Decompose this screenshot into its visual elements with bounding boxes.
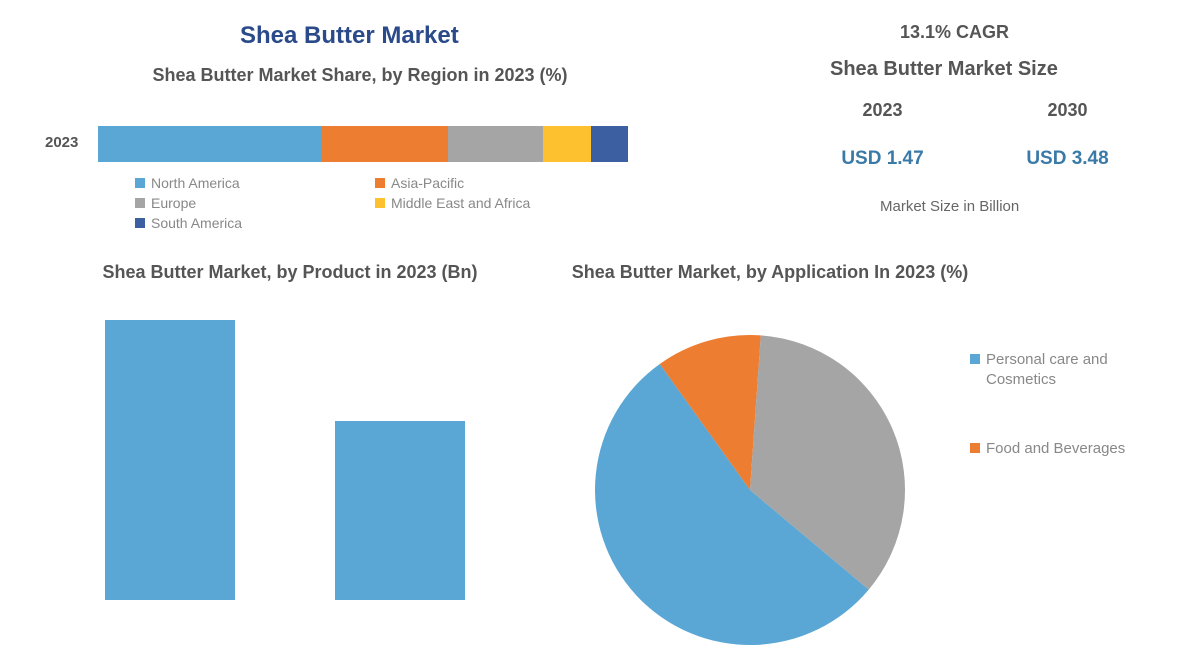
size-value-0: USD 1.47 — [841, 148, 923, 170]
product-chart-title: Shea Butter Market, by Product in 2023 (… — [65, 262, 515, 283]
legend-item: Asia-Pacific — [375, 175, 615, 191]
region-segment — [591, 126, 628, 162]
market-size-values: USD 1.47 USD 3.48 — [790, 148, 1160, 170]
application-chart-title: Shea Butter Market, by Application In 20… — [560, 262, 980, 283]
legend-label: North America — [151, 175, 240, 191]
legend-swatch — [135, 178, 145, 188]
legend-swatch — [135, 198, 145, 208]
application-legend: Personal care and Cosmetics Food and Beve… — [970, 350, 1156, 509]
legend-swatch — [375, 178, 385, 188]
legend-swatch — [375, 198, 385, 208]
legend-label: Middle East and Africa — [391, 195, 530, 211]
size-year-1: 2030 — [1047, 100, 1087, 121]
region-segment — [98, 126, 321, 162]
product-bar — [105, 320, 235, 600]
legend-item: North America — [135, 175, 375, 191]
market-size-unit: Market Size in Billion — [880, 198, 1019, 215]
region-segment — [543, 126, 591, 162]
market-size-years: 2023 2030 — [790, 100, 1160, 121]
legend-label: South America — [151, 215, 242, 231]
legend-swatch — [135, 218, 145, 228]
region-legend: North America Asia-Pacific Europe Middle Ea… — [135, 175, 615, 235]
region-stacked-bar — [98, 126, 628, 162]
market-size-title: Shea Butter Market Size — [830, 58, 1058, 81]
region-year-label: 2023 — [45, 134, 78, 151]
legend-item: Europe — [135, 195, 375, 211]
region-segment — [321, 126, 448, 162]
region-chart-title: Shea Butter Market Share, by Region in 2… — [90, 65, 630, 86]
legend-item: South America — [135, 215, 375, 231]
product-bar-chart — [85, 320, 505, 600]
legend-label: Personal care and Cosmetics — [986, 350, 1156, 389]
legend-item: Food and Beverages — [970, 439, 1156, 459]
region-segment — [448, 126, 543, 162]
size-value-1: USD 3.48 — [1026, 148, 1108, 170]
main-title: Shea Butter Market — [240, 22, 459, 50]
legend-item: Personal care and Cosmetics — [970, 350, 1156, 389]
product-bar — [335, 421, 465, 600]
legend-label: Asia-Pacific — [391, 175, 464, 191]
legend-item: Middle East and Africa — [375, 195, 615, 211]
cagr-label: 13.1% CAGR — [900, 22, 1009, 43]
application-pie-chart — [590, 330, 910, 650]
legend-swatch — [970, 354, 980, 364]
legend-label: Food and Beverages — [986, 439, 1125, 459]
legend-swatch — [970, 443, 980, 453]
legend-label: Europe — [151, 195, 196, 211]
size-year-0: 2023 — [862, 100, 902, 121]
